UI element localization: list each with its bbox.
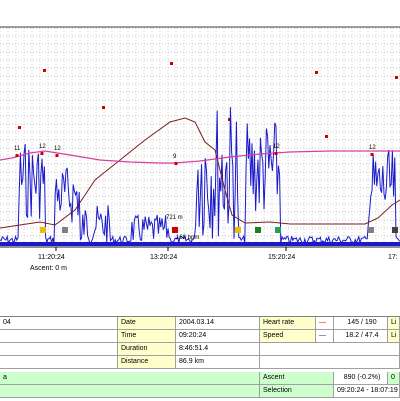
chart-marker xyxy=(43,69,46,72)
heart-rate-legend-line: — xyxy=(316,317,334,330)
chart-marker xyxy=(102,106,105,109)
cursor-ascent-readout: Ascent: 0 m xyxy=(30,265,67,272)
summary-empty-cell xyxy=(260,343,400,356)
heart-rate-value: 145 / 190 xyxy=(334,317,388,330)
heart-rate-series-line xyxy=(0,150,400,164)
selection-value: 09:20:24 - 18:07:19 (8 xyxy=(334,385,400,398)
speed-legend-line: — xyxy=(316,330,334,343)
finish-flag-icon xyxy=(392,227,398,233)
heart-rate-marker xyxy=(55,154,59,157)
summary-col0-row0: 04 xyxy=(0,317,118,330)
heart-rate-marker-label: 12 xyxy=(39,144,46,150)
heart-rate-marker-label: 12 xyxy=(54,146,61,152)
marker-icon xyxy=(275,227,281,233)
x-tick-label: 15:20:24 xyxy=(268,254,295,261)
x-tick-label: 13:20:24 xyxy=(150,254,177,261)
heart-rate-marker-label: 9 xyxy=(173,154,177,160)
summary-edge-3: 0 xyxy=(388,372,400,385)
summary-edge-1: Li xyxy=(388,317,400,330)
heart-rate-marker xyxy=(370,153,374,156)
selection-label: Selection xyxy=(260,385,334,398)
chart[interactable]: 11 12 12 9 12 12 721 m 168 bpm 11:20:24 13:20:24 1… xyxy=(0,0,400,262)
summary-edge-2: Li xyxy=(388,330,400,343)
date-value: 2004.03.14 xyxy=(176,317,260,330)
blank-separator xyxy=(0,275,400,315)
chart-marker xyxy=(325,135,328,138)
distance-label: Distance xyxy=(118,356,176,369)
chart-marker xyxy=(315,71,318,74)
heart-rate-marker-label: 12 xyxy=(369,145,376,151)
heart-rate-marker-label: 12 xyxy=(273,144,280,150)
speed-value: 18.2 / 47.4 xyxy=(334,330,388,343)
heart-rate-marker xyxy=(40,152,44,155)
x-tick-label: 11:20:24 xyxy=(38,254,65,261)
lap-flag-icon xyxy=(368,227,374,233)
annotation-label: 721 m xyxy=(166,215,183,221)
duration-label: Duration xyxy=(118,343,176,356)
chart-area[interactable]: 11 12 12 9 12 12 721 m 168 bpm 11:20:24 13:20:24 1… xyxy=(0,0,400,262)
lap-flag-icon xyxy=(235,227,241,233)
chart-baseline xyxy=(0,242,400,246)
summary-col0-row3 xyxy=(0,356,118,369)
summary-col0-row2 xyxy=(0,343,118,356)
altitude-series-line xyxy=(0,117,400,229)
time-value: 09:20:24 xyxy=(176,330,260,343)
distance-value: 86.9 km xyxy=(176,356,260,369)
speed-series-line xyxy=(0,107,400,246)
ascent-value: 890 (-0.2%) xyxy=(334,372,388,385)
speed-label: Speed xyxy=(260,330,316,343)
summary-col0-row1 xyxy=(0,330,118,343)
date-label: Date xyxy=(118,317,176,330)
lap-flag-icon xyxy=(62,227,68,233)
duration-value: 8:46:51.4 xyxy=(176,343,260,356)
heart-rate-marker xyxy=(15,154,19,157)
bike-icon xyxy=(255,227,261,233)
heart-rate-marker xyxy=(274,152,278,155)
chart-marker xyxy=(170,62,173,65)
time-label: Time xyxy=(118,330,176,343)
lap-flag-icon xyxy=(40,227,46,233)
heart-rate-label: Heart rate xyxy=(260,317,316,330)
heart-rate-marker-label: 11 xyxy=(14,146,21,152)
ascent-label: Ascent xyxy=(260,372,334,385)
annotation-label: 168 bpm xyxy=(176,235,199,241)
chart-marker xyxy=(18,126,21,129)
summary-panel: 04 Date 2004.03.14 Heart rate — 145 / 19… xyxy=(0,316,400,401)
chart-marker xyxy=(395,76,398,79)
summary-empty-cell-2 xyxy=(260,356,400,369)
summary-green-band: a xyxy=(0,372,260,385)
warning-icon xyxy=(172,227,178,233)
summary-green-band-2 xyxy=(0,385,260,398)
chart-marker xyxy=(228,118,231,121)
x-tick-label: 17: xyxy=(388,254,398,261)
heart-rate-marker xyxy=(174,162,178,165)
